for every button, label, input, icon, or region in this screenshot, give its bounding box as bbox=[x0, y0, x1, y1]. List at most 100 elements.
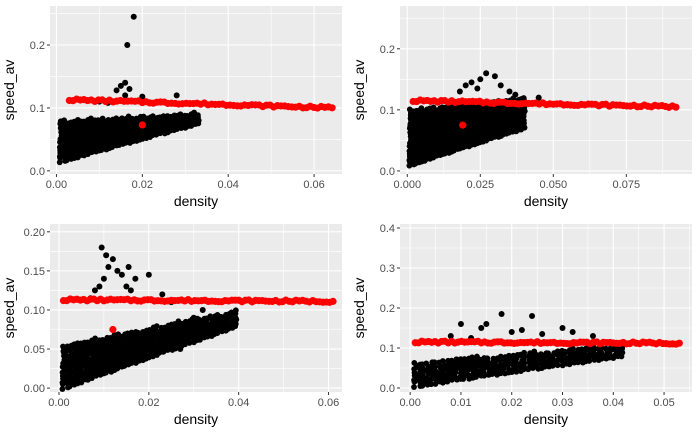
points-layer bbox=[56, 13, 336, 166]
data-point bbox=[130, 13, 137, 20]
y-tick-label: 0.1 bbox=[380, 105, 395, 117]
x-tick-label: 0.06 bbox=[303, 179, 324, 191]
x-tick-label: 0.000 bbox=[394, 179, 422, 191]
data-point bbox=[545, 350, 551, 357]
y-tick-label: 0.10 bbox=[24, 305, 45, 317]
data-point bbox=[484, 355, 491, 362]
data-point bbox=[98, 244, 105, 251]
x-axis-title: density bbox=[174, 411, 218, 427]
data-point bbox=[131, 351, 138, 357]
data-point bbox=[328, 104, 336, 112]
y-tick-label: 0.3 bbox=[380, 263, 395, 275]
data-point bbox=[533, 352, 540, 358]
points-layer bbox=[411, 311, 683, 390]
data-point bbox=[232, 315, 239, 322]
data-point bbox=[61, 117, 68, 124]
x-tick-label: 0.04 bbox=[603, 397, 624, 409]
panel-3: 0.00 0.02 0.04 0.06 0.00 0.05 0.10 0.15 0.20 dens… bbox=[1, 224, 342, 427]
data-point bbox=[109, 361, 116, 368]
data-point bbox=[123, 283, 130, 290]
data-point bbox=[218, 313, 224, 320]
x-tick-label: 0.02 bbox=[138, 397, 159, 409]
data-point bbox=[132, 275, 139, 282]
data-point bbox=[508, 329, 515, 335]
data-point bbox=[554, 348, 561, 355]
data-point bbox=[126, 86, 133, 93]
data-point bbox=[431, 363, 438, 370]
data-point bbox=[492, 362, 499, 368]
data-point bbox=[232, 307, 239, 314]
data-point bbox=[559, 325, 566, 331]
data-point bbox=[498, 311, 505, 317]
data-point bbox=[138, 121, 146, 129]
y-tick-label: 0.00 bbox=[24, 383, 45, 395]
data-point bbox=[483, 70, 490, 77]
data-point bbox=[145, 271, 152, 278]
y-tick-label: 0.1 bbox=[30, 103, 45, 115]
data-point bbox=[329, 297, 337, 305]
data-point bbox=[589, 333, 596, 339]
data-point bbox=[411, 384, 417, 390]
data-point bbox=[199, 306, 206, 313]
data-point bbox=[428, 381, 435, 388]
x-tick-label: 0.04 bbox=[217, 179, 238, 191]
x-tick-label: 0.00 bbox=[399, 397, 420, 409]
data-point bbox=[149, 113, 156, 120]
data-point bbox=[177, 346, 184, 353]
y-axis-title: speed_av bbox=[1, 60, 17, 121]
data-point bbox=[448, 357, 455, 364]
data-point bbox=[569, 329, 576, 335]
data-point bbox=[423, 360, 430, 367]
data-point bbox=[406, 162, 413, 169]
data-point bbox=[478, 325, 485, 331]
data-point bbox=[529, 313, 536, 319]
y-tick-label: 0.0 bbox=[380, 383, 395, 395]
data-point bbox=[59, 386, 66, 392]
data-point bbox=[122, 79, 129, 86]
data-point bbox=[96, 357, 103, 364]
y-tick-label: 0.20 bbox=[24, 227, 45, 239]
data-point bbox=[672, 103, 680, 111]
data-point bbox=[91, 287, 98, 294]
data-point bbox=[518, 327, 525, 333]
data-point bbox=[562, 348, 568, 355]
data-point bbox=[127, 346, 134, 353]
data-point bbox=[497, 82, 504, 89]
data-point bbox=[490, 368, 496, 375]
x-tick-label: 0.03 bbox=[552, 397, 573, 409]
data-point bbox=[619, 349, 626, 356]
data-point bbox=[570, 345, 576, 352]
x-tick-label: 0.075 bbox=[613, 179, 641, 191]
data-point bbox=[506, 88, 513, 95]
data-point bbox=[411, 359, 418, 366]
data-point bbox=[84, 355, 91, 361]
panel-2: 0.000 0.025 0.050 0.075 0.0 0.1 0.2 density spee… bbox=[351, 6, 692, 209]
y-tick-label: 0.2 bbox=[30, 40, 45, 52]
y-tick-label: 0.05 bbox=[24, 344, 45, 356]
x-tick-label: 0.00 bbox=[46, 179, 67, 191]
data-point bbox=[483, 321, 490, 327]
data-point bbox=[506, 352, 512, 359]
data-point bbox=[172, 342, 179, 349]
data-point bbox=[469, 354, 475, 361]
x-tick-label: 0.050 bbox=[540, 179, 568, 191]
data-point bbox=[459, 121, 467, 129]
data-point bbox=[96, 283, 103, 290]
data-point bbox=[91, 369, 98, 376]
data-point bbox=[177, 111, 184, 118]
y-tick-label: 0.15 bbox=[24, 266, 45, 278]
data-point bbox=[675, 339, 683, 347]
data-point bbox=[124, 42, 131, 49]
x-tick-label: 0.025 bbox=[467, 179, 495, 191]
data-point bbox=[134, 329, 141, 336]
data-point bbox=[109, 256, 116, 263]
data-point bbox=[512, 91, 519, 98]
data-point bbox=[602, 345, 609, 352]
data-point bbox=[444, 378, 451, 385]
data-point bbox=[125, 263, 132, 270]
x-tick-label: 0.00 bbox=[48, 397, 69, 409]
data-point bbox=[535, 94, 542, 101]
data-point bbox=[122, 92, 129, 99]
data-point bbox=[84, 339, 91, 346]
